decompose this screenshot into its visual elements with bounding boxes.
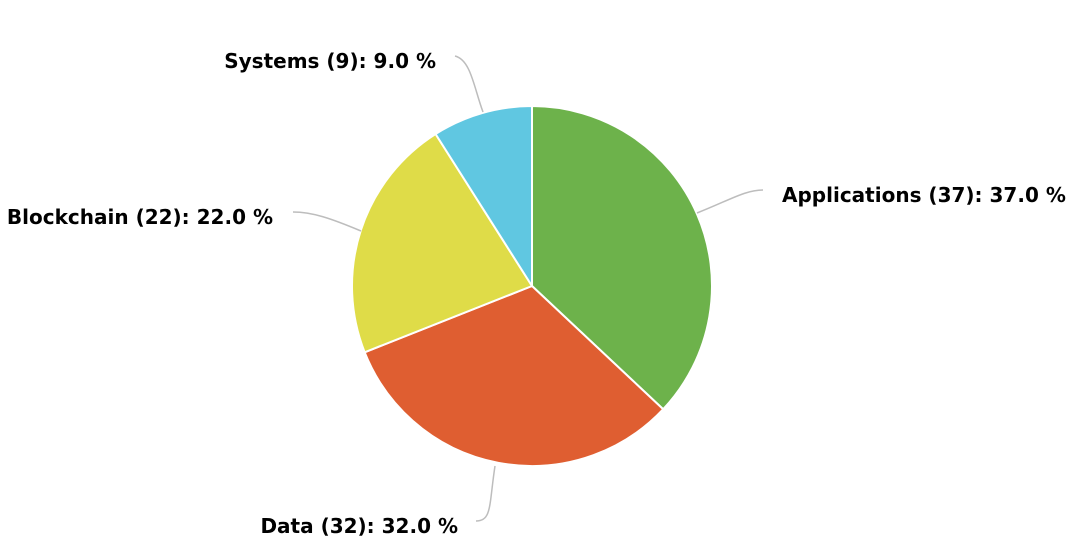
label-connector-applications (696, 189, 764, 214)
label-connector-systems (454, 55, 484, 113)
label-connector-blockchain (292, 211, 362, 232)
pie-slice-systems (434, 105, 533, 287)
slice-label-data: Data (32): 32.0 % (260, 514, 458, 538)
label-connector-data (475, 465, 496, 522)
slice-label-systems: Systems (9): 9.0 % (224, 49, 436, 73)
pie-slice-applications (531, 105, 713, 411)
slice-label-blockchain: Blockchain (22): 22.0 % (7, 205, 273, 229)
pie-slice-data (363, 285, 665, 467)
slices-layer (351, 105, 713, 467)
connectors-layer (292, 55, 764, 522)
labels-layer: Applications (37): 37.0 % Data (32): 32.0… (7, 49, 1066, 538)
slice-label-applications: Applications (37): 37.0 % (782, 183, 1066, 207)
